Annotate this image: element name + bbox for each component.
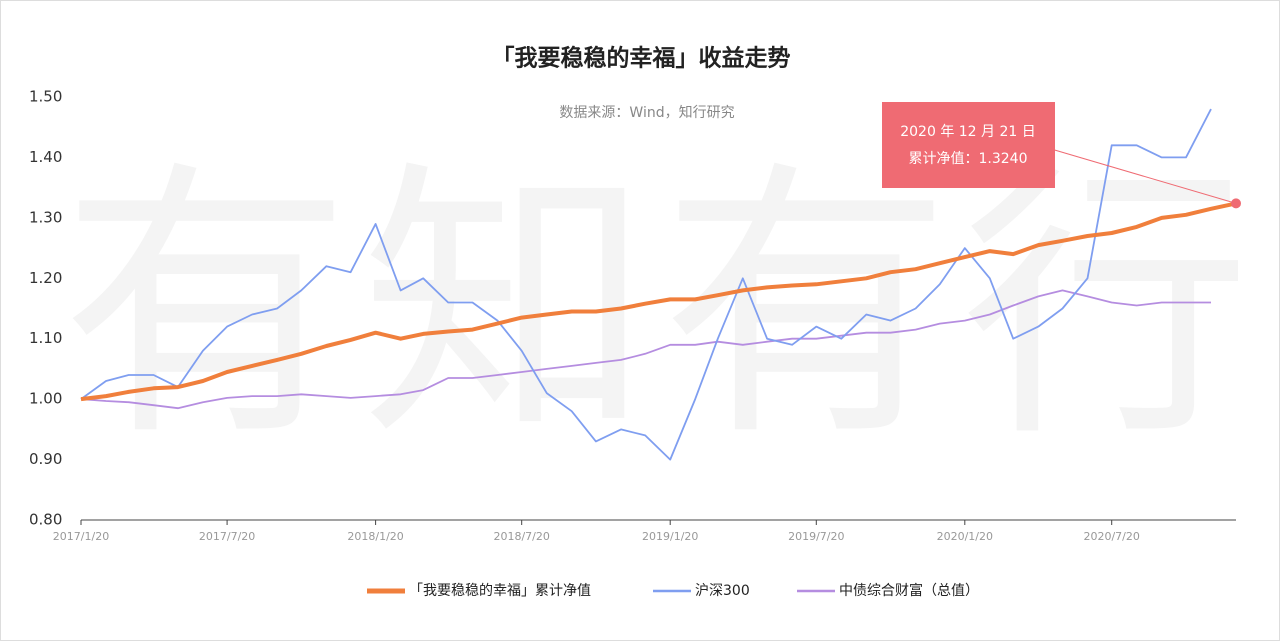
y-tick-label: 0.80 <box>29 511 62 529</box>
x-tick-label: 2018/7/20 <box>493 530 549 543</box>
annotation-text: 累计净值：1.3240 <box>909 151 1028 167</box>
annotation-text: 2020 年 12 月 21 日 <box>900 124 1036 140</box>
annotation-box <box>882 102 1055 188</box>
chart-title: 「我要稳稳的幸福」收益走势 <box>492 45 791 72</box>
y-tick-label: 1.10 <box>29 329 62 347</box>
x-tick-label: 2019/1/20 <box>642 530 698 543</box>
x-tick-label: 2018/1/20 <box>347 530 403 543</box>
x-tick-label: 2020/1/20 <box>937 530 993 543</box>
y-tick-label: 1.20 <box>29 269 62 287</box>
x-tick-label: 2020/7/20 <box>1083 530 1139 543</box>
chart-subtitle: 数据来源：Wind，知行研究 <box>559 104 734 121</box>
legend-label: 沪深300 <box>695 583 750 599</box>
y-tick-label: 1.40 <box>29 148 62 166</box>
annotation-leader <box>1040 145 1237 204</box>
legend-label: 「我要稳稳的幸福」累计净值 <box>409 583 591 599</box>
y-tick-label: 1.00 <box>29 390 62 408</box>
series-line <box>80 201 1237 402</box>
x-tick-label: 2017/1/20 <box>53 530 109 543</box>
x-tick-label: 2017/7/20 <box>199 530 255 543</box>
x-tick-label: 2019/7/20 <box>788 530 844 543</box>
series-line <box>80 108 1212 461</box>
y-tick-label: 1.30 <box>29 208 62 226</box>
y-tick-label: 0.90 <box>29 450 62 468</box>
y-tick-label: 1.50 <box>29 88 62 106</box>
end-point <box>1231 198 1241 209</box>
watermark: 有知有行 <box>61 138 1261 475</box>
legend-label: 中债综合财富（总值） <box>839 582 979 599</box>
series-line <box>80 289 1211 410</box>
